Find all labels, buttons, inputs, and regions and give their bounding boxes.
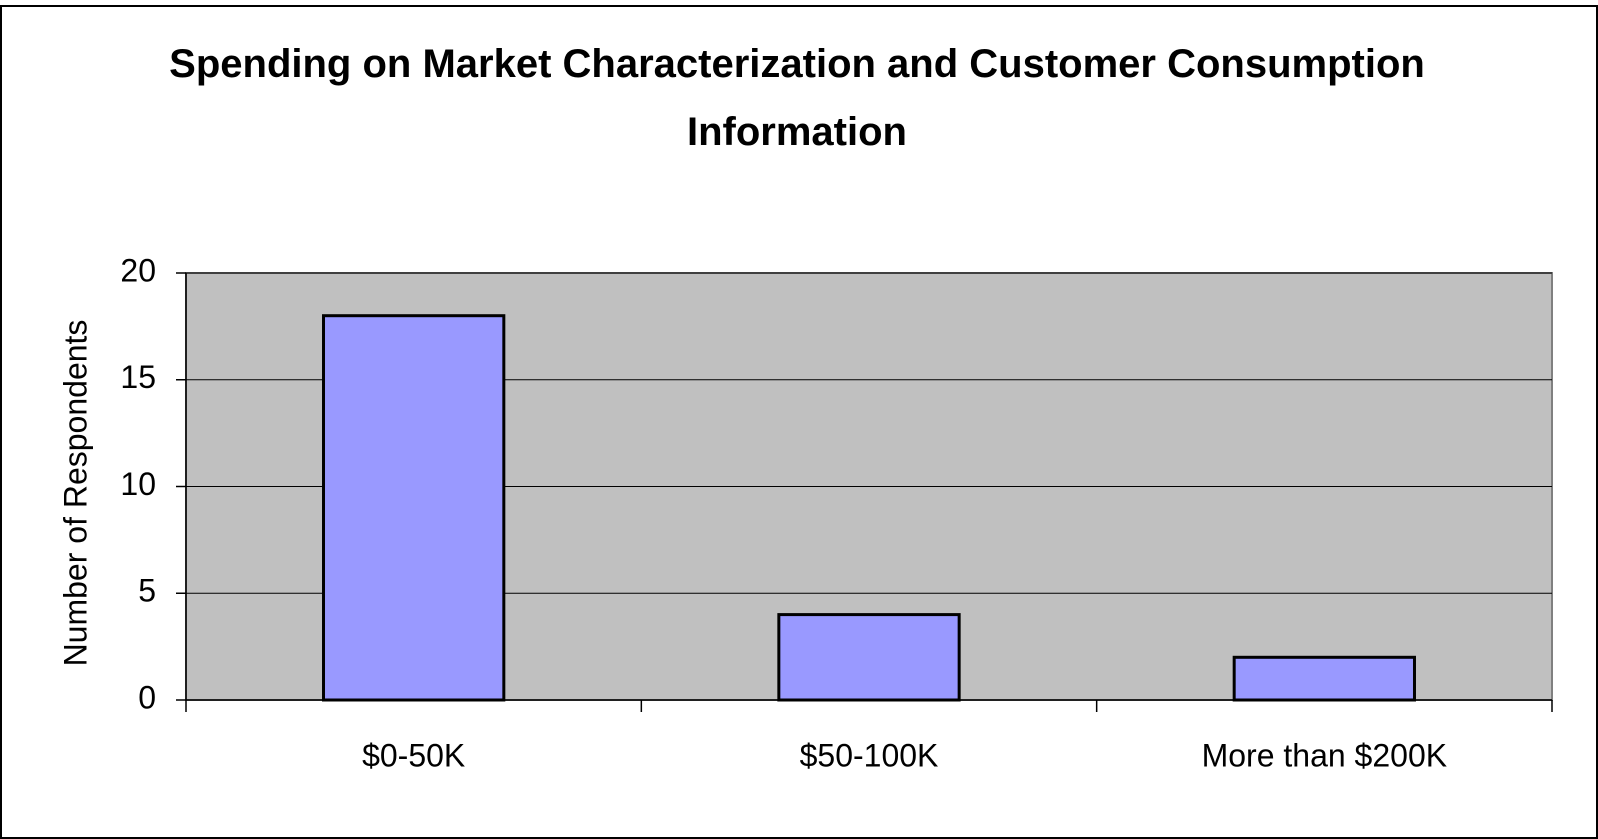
bar <box>322 314 506 702</box>
y-tick-label: 0 <box>138 679 156 715</box>
y-axis-label: Number of Respondents <box>57 320 93 667</box>
x-tick-label: $50-100K <box>800 737 939 773</box>
y-tick-label: 15 <box>120 359 156 395</box>
y-tick-label: 20 <box>120 252 156 288</box>
bar <box>777 613 961 702</box>
bar <box>1232 655 1416 702</box>
chart-title: Spending on Market Characterization and … <box>169 42 1425 154</box>
x-tick-label: More than $200K <box>1202 737 1448 773</box>
x-tick-label: $0-50K <box>362 737 465 773</box>
y-tick-label: 5 <box>138 573 156 609</box>
y-tick-label: 10 <box>120 466 156 502</box>
